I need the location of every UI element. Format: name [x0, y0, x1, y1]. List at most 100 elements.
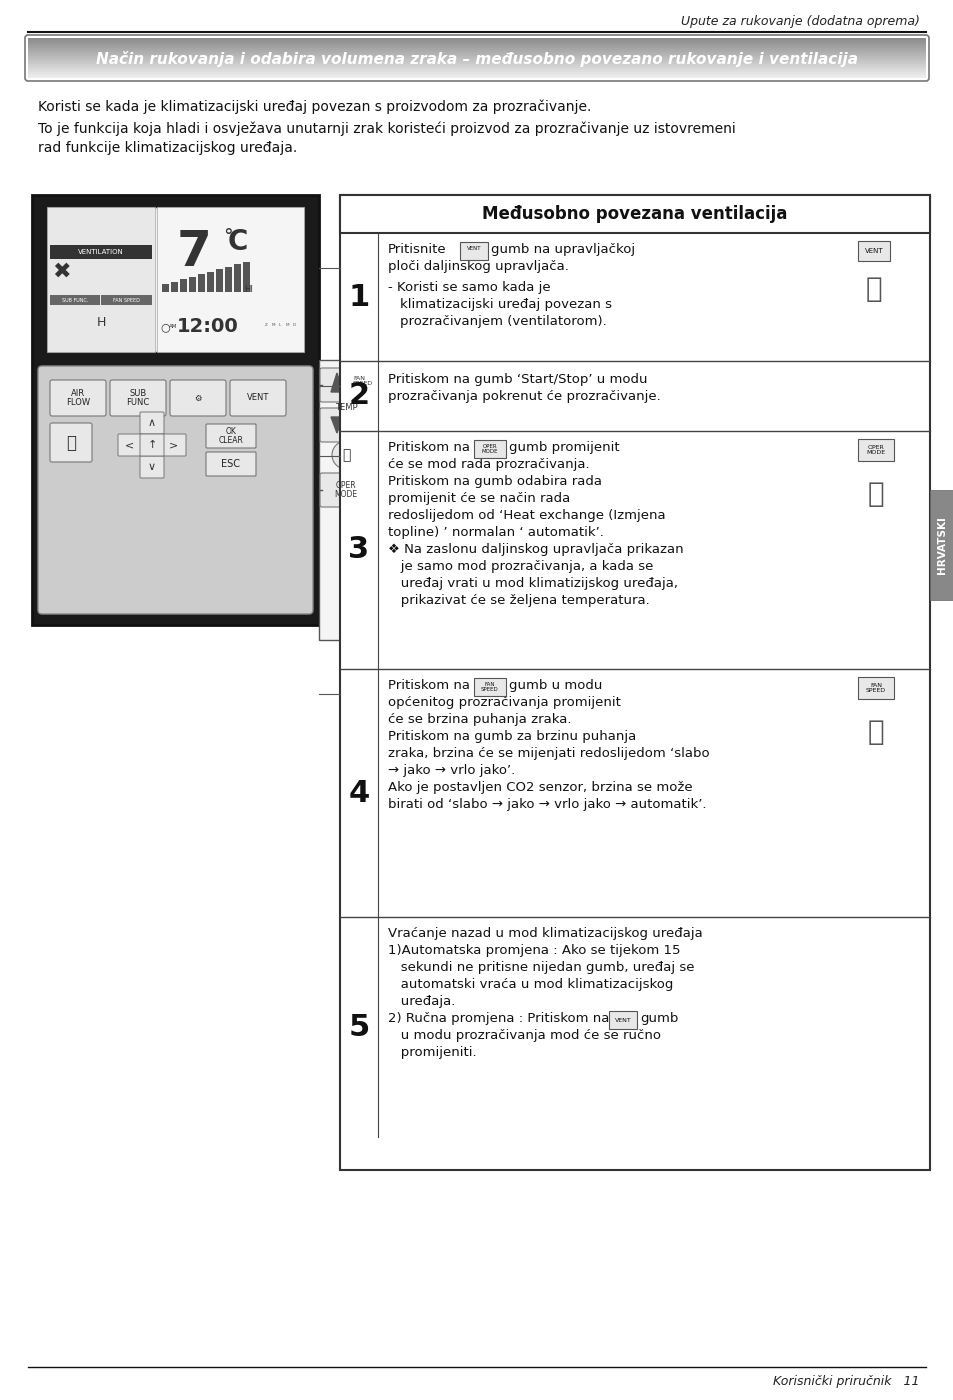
Text: 👇: 👇: [867, 718, 883, 746]
Bar: [101, 295, 152, 305]
Bar: [189, 277, 195, 293]
Polygon shape: [331, 372, 343, 392]
Bar: [318, 360, 374, 640]
Bar: [28, 55, 925, 56]
Text: u modu prozračivanja mod će se ručno: u modu prozračivanja mod će se ručno: [388, 1029, 660, 1042]
Text: L: L: [278, 323, 281, 328]
Text: FAN SPEED: FAN SPEED: [112, 298, 140, 302]
Text: gumb promijenit: gumb promijenit: [509, 441, 619, 454]
Text: ⏻: ⏻: [341, 448, 350, 462]
Text: FAN
SPEED: FAN SPEED: [865, 683, 885, 693]
Text: Međusobno povezana ventilacija: Međusobno povezana ventilacija: [482, 204, 787, 223]
Text: SUB FUNC.: SUB FUNC.: [62, 298, 88, 302]
Bar: [28, 46, 925, 48]
FancyBboxPatch shape: [206, 424, 255, 448]
Text: sekundi ne pritisne nijedan gumb, uređaj se: sekundi ne pritisne nijedan gumb, uređaj…: [388, 960, 694, 974]
Bar: [28, 42, 925, 43]
Text: ○: ○: [160, 322, 170, 332]
FancyBboxPatch shape: [140, 412, 164, 434]
Bar: [215, 269, 223, 293]
Text: FAN
SPEED: FAN SPEED: [353, 375, 373, 386]
Text: AM: AM: [169, 323, 177, 329]
Text: 12:00: 12:00: [176, 318, 238, 336]
Text: Pritiskom na gumb ‘Start/Stop’ u modu: Pritiskom na gumb ‘Start/Stop’ u modu: [388, 372, 647, 386]
Bar: [207, 272, 213, 293]
FancyBboxPatch shape: [50, 423, 91, 462]
FancyBboxPatch shape: [170, 379, 226, 416]
Text: ⏰: ⏰: [66, 434, 76, 452]
Text: VENT: VENT: [466, 246, 480, 256]
Text: OPER
MODE: OPER MODE: [865, 445, 884, 455]
Bar: [929, 490, 953, 601]
Text: Koristi se kada je klimatizacijski uređaj povezan s proizvodom za prozračivanje.: Koristi se kada je klimatizacijski uređa…: [38, 99, 591, 115]
Text: uređaja.: uređaja.: [388, 995, 455, 1008]
Text: SUB
FUNC: SUB FUNC: [126, 389, 150, 407]
Bar: [857, 440, 893, 461]
Bar: [28, 70, 925, 71]
Text: HI: HI: [243, 284, 253, 294]
Text: To je funkcija koja hladi i osvježava unutarnji zrak koristeći proizvod za prozr: To je funkcija koja hladi i osvježava un…: [38, 122, 735, 155]
Bar: [28, 71, 925, 74]
FancyBboxPatch shape: [118, 434, 142, 456]
FancyBboxPatch shape: [140, 456, 164, 477]
Bar: [28, 43, 925, 46]
Text: Z: Z: [264, 323, 267, 328]
Text: OPER
MODE: OPER MODE: [335, 480, 357, 500]
Text: °: °: [222, 227, 233, 246]
FancyBboxPatch shape: [110, 379, 166, 416]
Bar: [28, 50, 925, 52]
Text: C: C: [228, 228, 248, 256]
Text: 7: 7: [176, 228, 211, 276]
FancyBboxPatch shape: [319, 368, 372, 402]
FancyBboxPatch shape: [319, 407, 372, 442]
Text: 2) Ručna promjena : Pritiskom na: 2) Ručna promjena : Pritiskom na: [388, 1012, 609, 1025]
Text: Pritiskom na gumb za brzinu puhanja: Pritiskom na gumb za brzinu puhanja: [388, 729, 636, 743]
FancyBboxPatch shape: [319, 473, 372, 507]
FancyBboxPatch shape: [162, 434, 186, 456]
Text: uređaj vrati u mod klimatizijskog uređaja,: uređaj vrati u mod klimatizijskog uređaj…: [388, 577, 678, 589]
Text: Pritiskom na gumb odabira rada: Pritiskom na gumb odabira rada: [388, 475, 601, 489]
Bar: [28, 41, 925, 42]
Text: gumb na upravljačkoj: gumb na upravljačkoj: [491, 244, 635, 256]
Text: birati od ‘slabo → jako → vrlo jako → automatik’.: birati od ‘slabo → jako → vrlo jako → au…: [388, 798, 706, 811]
Text: OK
CLEAR: OK CLEAR: [218, 427, 243, 445]
Text: VENT: VENT: [863, 248, 882, 253]
Text: TEMP: TEMP: [335, 403, 357, 412]
Text: Vraćanje nazad u mod klimatizacijskog uređaja: Vraćanje nazad u mod klimatizacijskog ur…: [388, 927, 702, 939]
Bar: [28, 64, 925, 66]
Bar: [608, 1011, 637, 1029]
Bar: [28, 69, 925, 70]
Text: ↑: ↑: [147, 440, 156, 449]
Text: prozračivanjem (ventilatorom).: prozračivanjem (ventilatorom).: [399, 315, 606, 328]
Bar: [857, 241, 889, 260]
Text: Pritiskom na: Pritiskom na: [388, 679, 470, 692]
Text: Način rukovanja i odabira volumena zraka – međusobno povezano rukovanje i ventil: Način rukovanja i odabira volumena zraka…: [96, 50, 857, 67]
Text: prozračivanja pokrenut će prozračivanje.: prozračivanja pokrenut će prozračivanje.: [388, 391, 660, 403]
Text: topline) ’ normalan ‘ automatik’.: topline) ’ normalan ‘ automatik’.: [388, 526, 603, 539]
Text: općenitog prozračivanja promijenit: općenitog prozračivanja promijenit: [388, 696, 620, 708]
Text: VENT: VENT: [614, 1018, 631, 1022]
Text: gumb u modu: gumb u modu: [509, 679, 601, 692]
Bar: [28, 38, 925, 41]
Text: >: >: [170, 440, 178, 449]
Bar: [171, 281, 178, 293]
FancyBboxPatch shape: [140, 434, 164, 456]
FancyBboxPatch shape: [206, 452, 255, 476]
Text: M: M: [271, 323, 274, 328]
Text: je samo mod prozračivanja, a kada se: je samo mod prozračivanja, a kada se: [388, 560, 653, 573]
Text: redoslijedom od ‘Heat exchange (Izmjena: redoslijedom od ‘Heat exchange (Izmjena: [388, 510, 665, 522]
FancyBboxPatch shape: [50, 379, 106, 416]
Text: FAN
SPEED: FAN SPEED: [480, 682, 498, 692]
Bar: [339, 195, 929, 232]
Text: VENT: VENT: [247, 393, 269, 403]
Bar: [243, 262, 250, 293]
Bar: [50, 295, 100, 305]
Text: OPER
MODE: OPER MODE: [481, 444, 497, 454]
Text: 5: 5: [348, 1012, 369, 1042]
Bar: [28, 62, 925, 64]
Bar: [28, 66, 925, 69]
Circle shape: [332, 441, 359, 469]
Bar: [162, 284, 169, 293]
Text: ∧: ∧: [148, 419, 156, 428]
Text: će se mod rada prozračivanja.: će se mod rada prozračivanja.: [388, 458, 589, 470]
